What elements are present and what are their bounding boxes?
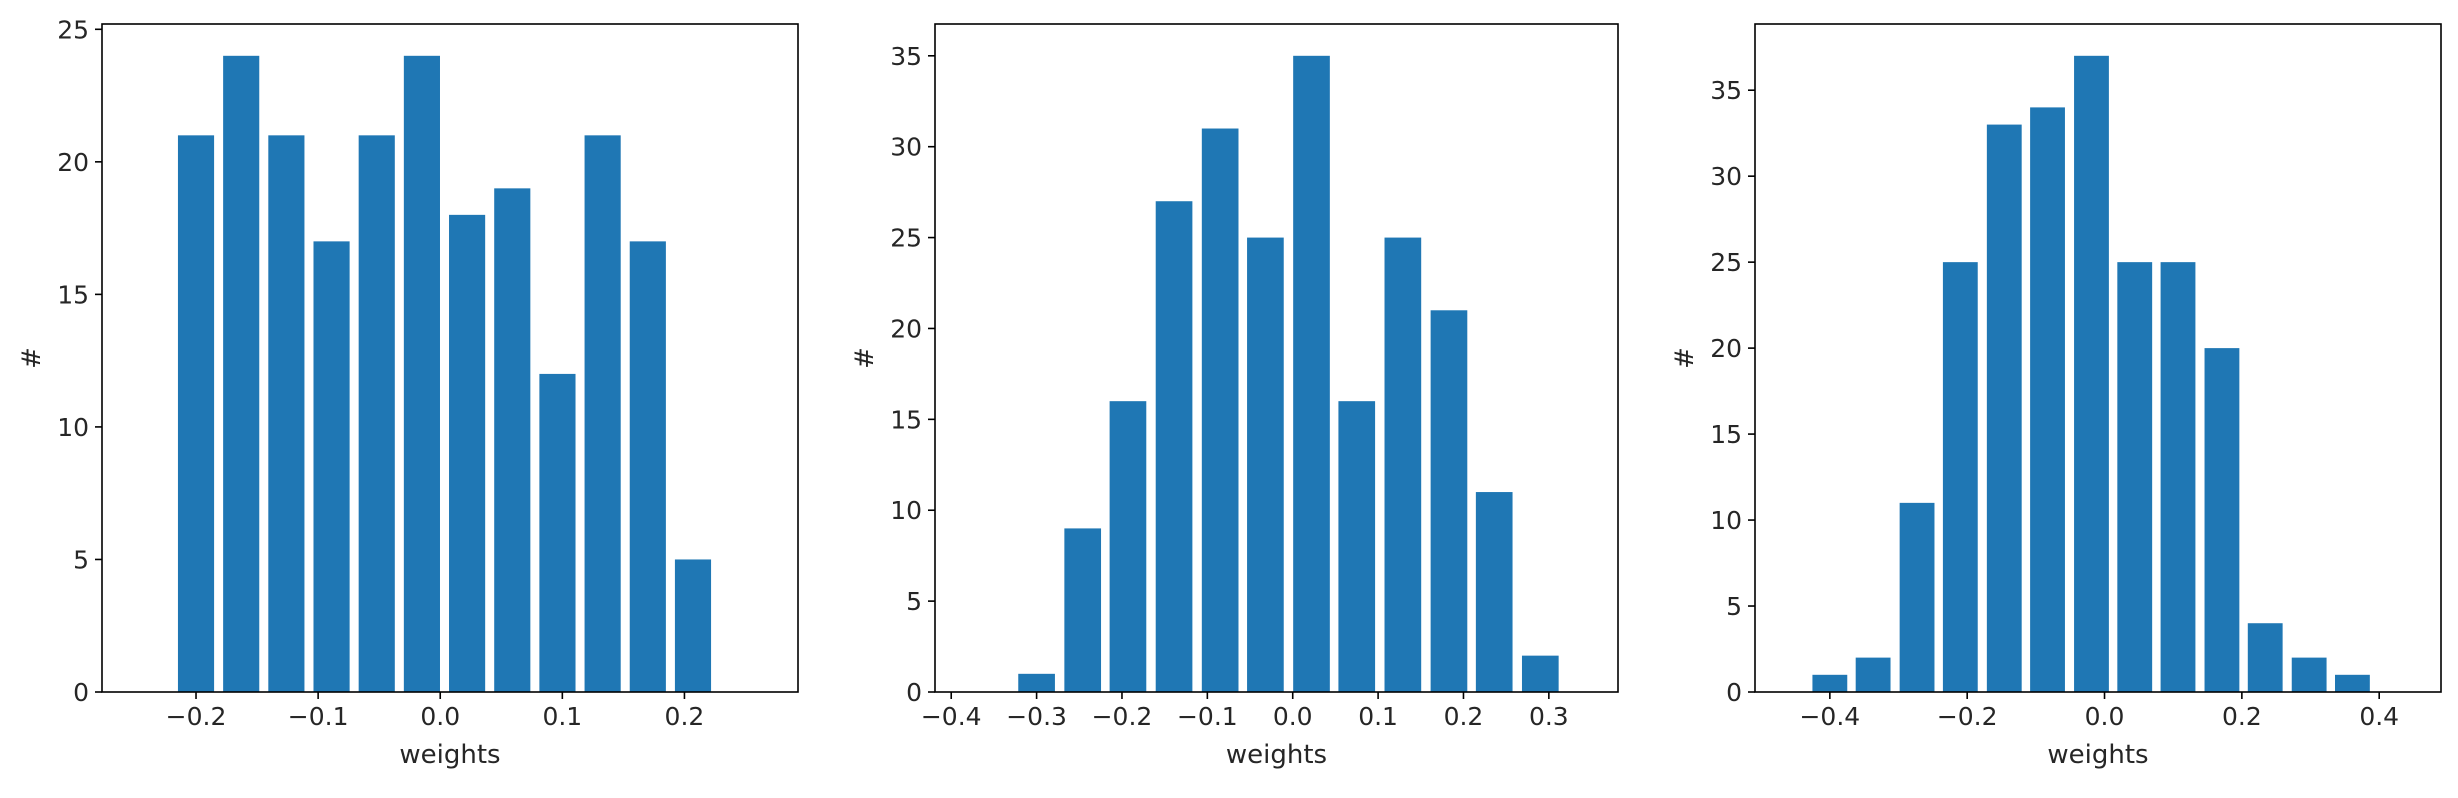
y-axis-label: # [17, 347, 47, 369]
y-tick-label: 25 [890, 224, 922, 253]
x-tick-label: 0.3 [1529, 702, 1569, 731]
bar [268, 135, 305, 693]
axes-frame [1754, 23, 2442, 693]
y-tick-label: 35 [890, 42, 922, 71]
bar [1293, 55, 1330, 693]
y-tick-label: 20 [57, 148, 89, 177]
y-axis-label: # [850, 347, 880, 369]
bar [1155, 201, 1193, 692]
x-tick-label: 0.2 [2222, 702, 2262, 731]
x-tick-label: 0.4 [2359, 702, 2399, 731]
x-tick-label: −0.2 [1937, 702, 1998, 731]
subplot-1: −0.2 −0.1 0.0 0.1 0.2 0 5 10 15 20 25 weights # [17, 15, 799, 770]
x-tick-label: 0.1 [542, 702, 582, 731]
bar [2335, 674, 2370, 692]
x-axis-label: weights [1226, 740, 1327, 770]
y-tick-label: 0 [1726, 678, 1742, 707]
y-tick-label: 20 [890, 314, 922, 343]
y-tick-label: 5 [906, 587, 922, 616]
axes-frame [934, 23, 1619, 693]
x-tick-label: −0.1 [1177, 702, 1238, 731]
bar [494, 188, 531, 692]
x-tick-label: 0.0 [1273, 702, 1313, 731]
y-tick-label: 25 [57, 15, 89, 44]
y-tick-label: 10 [1710, 506, 1742, 535]
bar [2074, 55, 2109, 693]
subplot-2: −0.4 −0.3 −0.2 −0.1 0.0 0.1 0.2 0.3 0 5 10 15 20 25 30… [850, 23, 1619, 770]
bar [358, 135, 395, 693]
bar [1521, 655, 1559, 692]
y-tick-label: 15 [890, 405, 922, 434]
y-tick-label: 30 [1710, 162, 1742, 191]
y-tick-label: 15 [1710, 420, 1742, 449]
bar [313, 241, 350, 692]
y-tick-label: 35 [1710, 76, 1742, 105]
bar [1109, 401, 1147, 692]
x-axis-label: weights [399, 740, 500, 770]
bar [1384, 237, 1422, 692]
x-tick-label: −0.4 [921, 702, 982, 731]
y-tick-label: 10 [57, 413, 89, 442]
bar [2030, 107, 2065, 693]
y-tick-label: 15 [57, 280, 89, 309]
bar [2117, 262, 2153, 692]
y-tick-label: 20 [1710, 334, 1742, 363]
bar [1201, 128, 1239, 692]
y-tick-label: 5 [73, 545, 89, 574]
y-tick-label: 10 [890, 496, 922, 525]
bar [2204, 348, 2240, 692]
x-tick-label: 0.2 [1444, 702, 1484, 731]
bar [177, 135, 215, 693]
x-tick-label: −0.3 [1006, 702, 1067, 731]
bar [1430, 310, 1468, 692]
x-tick-label: 0.0 [420, 702, 460, 731]
x-tick-label: −0.2 [166, 702, 227, 731]
bar [1475, 492, 1513, 692]
axes-frame [101, 23, 799, 693]
bar [1064, 528, 1102, 692]
subplot-3: −0.4 −0.2 0.0 0.2 0.4 0 5 10 15 20 25 30 35 weights # [1670, 23, 2442, 770]
x-tick-label: −0.2 [1092, 702, 1153, 731]
bar [539, 373, 576, 692]
x-axis-label: weights [2047, 740, 2148, 770]
bar [2247, 623, 2283, 692]
bar [1812, 674, 1848, 692]
y-tick-label: 25 [1710, 248, 1742, 277]
bar [629, 241, 666, 692]
x-tick-label: 0.2 [665, 702, 705, 731]
y-tick-label: 30 [890, 133, 922, 162]
x-tick-label: 0.1 [1358, 702, 1398, 731]
x-tick-label: 0.0 [2085, 702, 2125, 731]
bar [674, 559, 712, 692]
bar [1338, 401, 1376, 692]
bar [1247, 237, 1284, 692]
bar [449, 214, 486, 692]
bar [223, 55, 260, 693]
bar [1855, 657, 1891, 692]
bar [403, 55, 440, 693]
y-tick-label: 0 [73, 678, 89, 707]
bar [1018, 673, 1055, 692]
x-tick-label: −0.1 [288, 702, 349, 731]
bar [1942, 262, 1978, 692]
x-tick-label: −0.4 [1799, 702, 1860, 731]
bar [2291, 657, 2327, 692]
y-tick-label: 5 [1726, 592, 1742, 621]
y-tick-label: 0 [906, 678, 922, 707]
bar [584, 135, 621, 693]
bar [1986, 124, 2022, 693]
bar [2160, 262, 2196, 692]
y-axis-label: # [1670, 347, 1700, 369]
bar [1899, 502, 1935, 692]
